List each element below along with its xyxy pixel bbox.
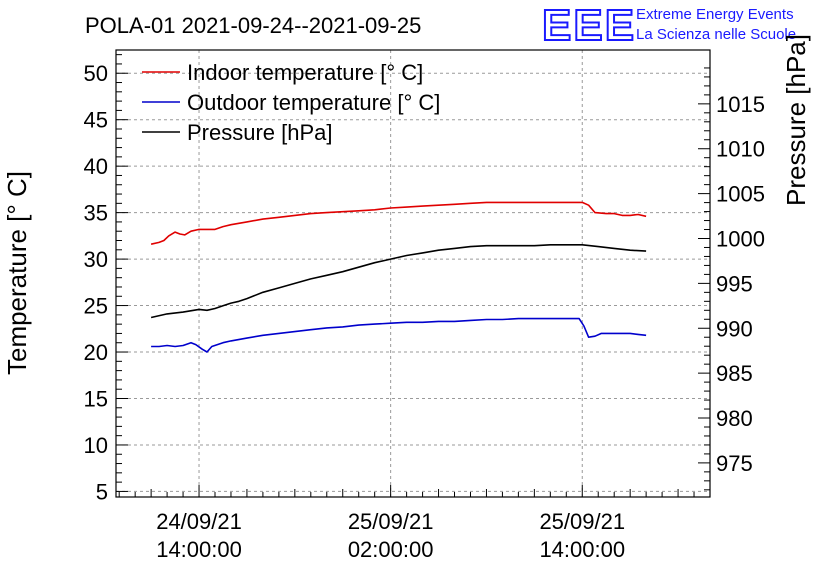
eee-logo: EEE Extreme Energy Events La Scienza nel… <box>541 0 796 51</box>
legend-label: Pressure [hPa] <box>187 120 333 145</box>
legend-label: Outdoor temperature [° C] <box>187 90 440 115</box>
x-tick-date: 25/09/21 <box>348 509 434 534</box>
plot-frame <box>115 49 711 498</box>
series-line-pressure <box>150 244 647 319</box>
y2-tick-label: 1015 <box>716 92 765 117</box>
y-tick-label: 5 <box>96 479 108 504</box>
eee-logo-mark: EEE <box>542 1 636 50</box>
x-tick-time: 02:00:00 <box>348 537 434 562</box>
tick-labels: 5101520253035404550975980985990995100010… <box>84 61 765 562</box>
y-tick-label: 15 <box>84 386 108 411</box>
y-tick-label: 45 <box>84 108 108 133</box>
y2-tick-label: 1000 <box>716 226 765 251</box>
logo-line-1: Extreme Energy Events <box>636 6 794 23</box>
y-tick-label: 40 <box>84 154 108 179</box>
chart-title: POLA-01 2021-09-24--2021-09-25 <box>85 13 421 38</box>
legend-label: Indoor temperature [° C] <box>187 60 423 85</box>
x-tick-time: 14:00:00 <box>539 537 625 562</box>
ticks <box>116 49 711 497</box>
y2-tick-label: 995 <box>716 271 753 296</box>
y-tick-label: 30 <box>84 247 108 272</box>
legend: Indoor temperature [° C] Outdoor temperat… <box>142 60 440 145</box>
y2-tick-label: 980 <box>716 406 753 431</box>
grid <box>116 50 710 497</box>
y-axis-label: Temperature [° C] <box>2 171 32 375</box>
x-tick-date: 25/09/21 <box>539 509 625 534</box>
series-layer <box>150 201 647 353</box>
y2-tick-label: 1005 <box>716 182 765 207</box>
x-tick-time: 14:00:00 <box>156 537 242 562</box>
y-tick-label: 10 <box>84 433 108 458</box>
y2-axis-label: Pressure [hPa] <box>781 34 811 206</box>
series-line-indoor <box>150 201 647 245</box>
y2-tick-label: 1010 <box>716 137 765 162</box>
y-tick-label: 25 <box>84 294 108 319</box>
y-tick-label: 20 <box>84 340 108 365</box>
x-tick-date: 24/09/21 <box>156 509 242 534</box>
y2-tick-label: 975 <box>716 451 753 476</box>
y2-tick-label: 990 <box>716 316 753 341</box>
y2-tick-label: 985 <box>716 361 753 386</box>
y-tick-label: 50 <box>84 61 108 86</box>
y-tick-label: 35 <box>84 201 108 226</box>
logo-line-2: La Scienza nelle Scuole <box>636 26 796 43</box>
series-line-outdoor <box>151 317 647 353</box>
